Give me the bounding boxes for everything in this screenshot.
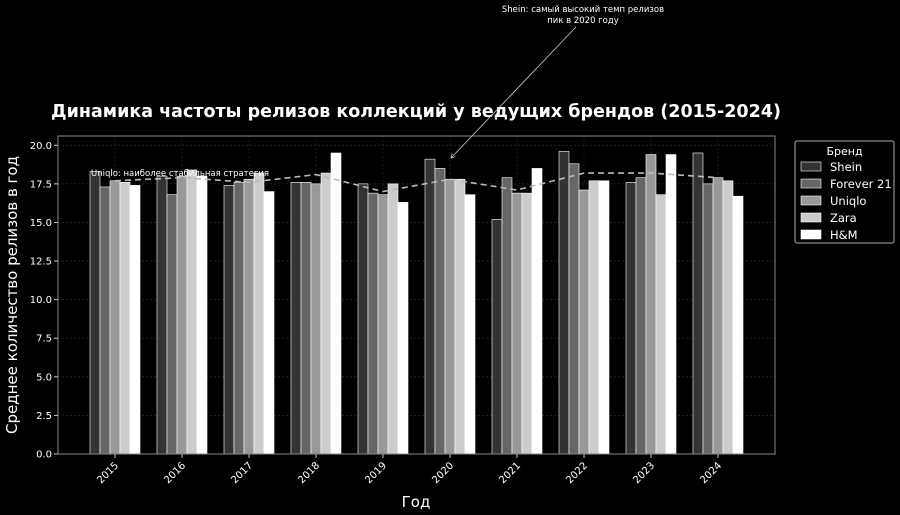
bar-shein-2022 xyxy=(558,151,570,455)
trend-line-group xyxy=(114,172,719,193)
bar-h-m-2019 xyxy=(397,202,409,455)
bar-h-m-2022 xyxy=(598,180,610,455)
bar-forever-21-2023 xyxy=(635,177,647,455)
annotations: Shein: самый высокий темп релизов пик в 2… xyxy=(91,5,664,179)
x-axis-label: Год xyxy=(402,493,431,511)
x-tick-label: 2020 xyxy=(430,460,456,486)
bar-zara-2022 xyxy=(588,180,600,455)
bar-shein-2021 xyxy=(491,219,503,455)
bar-uniqlo-2021 xyxy=(511,192,523,455)
chart-title: Динамика частоты релизов коллекций у вед… xyxy=(51,102,781,122)
bar-h-m-2021 xyxy=(531,168,543,455)
trend-line xyxy=(114,172,719,193)
bar-forever-21-2024 xyxy=(702,183,714,455)
bar-zara-2021 xyxy=(521,192,533,455)
legend-swatch xyxy=(800,229,822,240)
bar-h-m-2016 xyxy=(196,175,208,455)
legend-swatch xyxy=(800,212,822,223)
bar-forever-21-2021 xyxy=(501,177,513,455)
bar-h-m-2024 xyxy=(732,195,744,455)
bar-zara-2019 xyxy=(387,183,399,455)
bar-h-m-2023 xyxy=(665,154,677,455)
bar-forever-21-2019 xyxy=(367,192,379,455)
bar-forever-21-2017 xyxy=(233,182,245,455)
legend-label: Forever 21 xyxy=(830,177,892,191)
bar-h-m-2015 xyxy=(129,185,141,455)
bar-h-m-2020 xyxy=(464,194,476,455)
legend-items: Shein Forever 21 Uniqlo Zara H&M xyxy=(800,160,892,242)
bar-uniqlo-2020 xyxy=(444,178,456,455)
bars xyxy=(89,151,744,455)
x-axis-ticks: 2015 2016 2017 2018 2019 2020 2021 2022 2023 2024 xyxy=(95,454,724,486)
y-tick-label: 7.5 xyxy=(36,334,52,345)
annotation-shein-line: пик в 2020 году xyxy=(547,16,619,26)
bar-shein-2015 xyxy=(89,171,101,455)
bar-uniqlo-2023 xyxy=(645,154,657,455)
x-tick-label: 2016 xyxy=(162,460,188,486)
legend-label: H&M xyxy=(830,228,858,242)
bar-forever-21-2018 xyxy=(300,182,312,455)
bar-uniqlo-2017 xyxy=(243,178,255,455)
bar-zara-2015 xyxy=(119,182,131,455)
x-tick-label: 2024 xyxy=(698,460,724,486)
legend-label: Shein xyxy=(830,160,862,174)
annotation-shein-line: Shein: самый высокий темп релизов xyxy=(502,5,664,15)
y-tick-label: 17.5 xyxy=(30,179,52,190)
bar-uniqlo-2024 xyxy=(712,177,724,455)
legend-label: Zara xyxy=(830,211,857,225)
bar-shein-2023 xyxy=(625,182,637,455)
bar-shein-2020 xyxy=(424,158,436,455)
y-tick-label: 20.0 xyxy=(30,141,52,152)
y-tick-label: 12.5 xyxy=(30,257,52,268)
bar-shein-2019 xyxy=(357,183,369,455)
x-tick-label: 2021 xyxy=(497,460,523,486)
bar-shein-2017 xyxy=(223,185,235,455)
legend-label: Uniqlo xyxy=(830,194,866,208)
bar-forever-21-2015 xyxy=(99,186,111,455)
x-tick-label: 2023 xyxy=(631,460,657,486)
legend-swatch xyxy=(800,195,822,206)
bar-forever-21-2020 xyxy=(434,168,446,455)
x-tick-label: 2017 xyxy=(229,460,255,486)
bar-uniqlo-2015 xyxy=(109,180,121,455)
y-tick-label: 10.0 xyxy=(30,295,52,306)
y-tick-label: 2.5 xyxy=(36,411,52,422)
y-axis-label: Среднее количество релизов в год xyxy=(3,156,21,434)
legend-swatch xyxy=(800,161,822,172)
x-tick-label: 2022 xyxy=(564,460,590,486)
bar-shein-2018 xyxy=(290,182,302,455)
legend: Бренд Shein Forever 21 Uniqlo Zara H&M xyxy=(794,140,895,244)
bar-zara-2018 xyxy=(320,172,332,455)
y-tick-label: 0.0 xyxy=(36,450,52,461)
bar-zara-2023 xyxy=(655,194,667,455)
bar-zara-2017 xyxy=(253,172,265,455)
y-tick-label: 5.0 xyxy=(36,372,52,383)
bar-zara-2024 xyxy=(722,180,734,455)
x-tick-label: 2019 xyxy=(363,460,389,486)
bar-shein-2024 xyxy=(692,152,704,455)
legend-swatch xyxy=(800,178,822,189)
bar-uniqlo-2016 xyxy=(176,175,188,455)
bar-forever-21-2016 xyxy=(166,194,178,455)
bar-uniqlo-2018 xyxy=(310,183,322,455)
plot-frame xyxy=(57,135,776,455)
x-tick-label: 2018 xyxy=(296,460,322,486)
bar-shein-2016 xyxy=(156,175,168,455)
bar-forever-21-2022 xyxy=(568,163,580,455)
bar-zara-2016 xyxy=(186,169,198,455)
y-axis-ticks: 0.0 2.5 5.0 7.5 10.0 12.5 15.0 17.5 20.0 xyxy=(30,141,58,461)
annotation-shein-arrow xyxy=(451,26,577,158)
annotation-uniqlo: Uniqlo: наиболее стабильная стратегия xyxy=(91,169,269,179)
annotation-shein: Shein: самый высокий темп релизов пик в 2… xyxy=(502,5,664,26)
legend-title: Бренд xyxy=(826,145,862,158)
bar-h-m-2017 xyxy=(263,191,275,455)
y-tick-label: 15.0 xyxy=(30,218,52,229)
bar-uniqlo-2019 xyxy=(377,194,389,455)
bar-zara-2020 xyxy=(454,178,466,455)
bar-uniqlo-2022 xyxy=(578,189,590,455)
bar-h-m-2018 xyxy=(330,152,342,455)
x-tick-label: 2015 xyxy=(95,460,121,486)
